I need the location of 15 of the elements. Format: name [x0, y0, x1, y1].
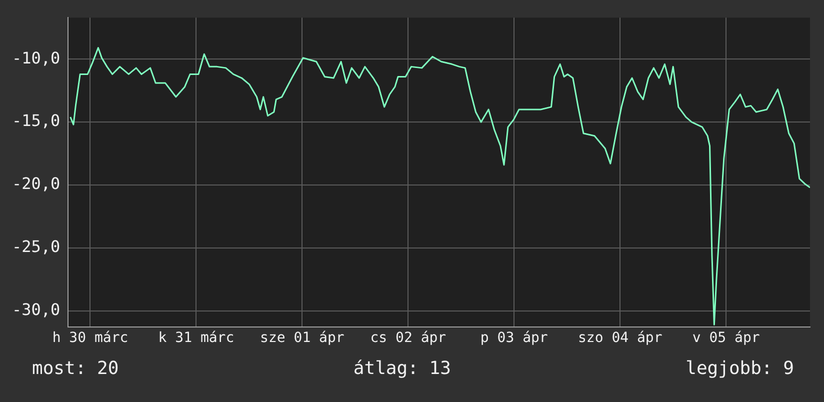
y-tick-label: -25,0	[12, 237, 60, 256]
x-tick-label: h 30 márc	[52, 330, 128, 346]
text: most: 20	[32, 358, 119, 379]
x-tick-label: szo 04 ápr	[578, 330, 662, 346]
text: átlag: 13	[353, 358, 451, 379]
y-tick-label: -30,0	[12, 300, 60, 319]
x-tick-label: cs 02 ápr	[370, 330, 446, 346]
x-tick-label: k 31 márc	[158, 330, 234, 346]
text: legjobb: 9	[686, 358, 794, 379]
x-tick-label: p 03 ápr	[480, 330, 548, 346]
y-tick-label: -10,0	[12, 48, 60, 68]
y-tick-label: -20,0	[12, 174, 60, 194]
x-tick-label: sze 01 ápr	[260, 330, 344, 346]
y-tick-label: -15,0	[12, 111, 60, 130]
x-tick-label: v 05 ápr	[692, 330, 760, 346]
